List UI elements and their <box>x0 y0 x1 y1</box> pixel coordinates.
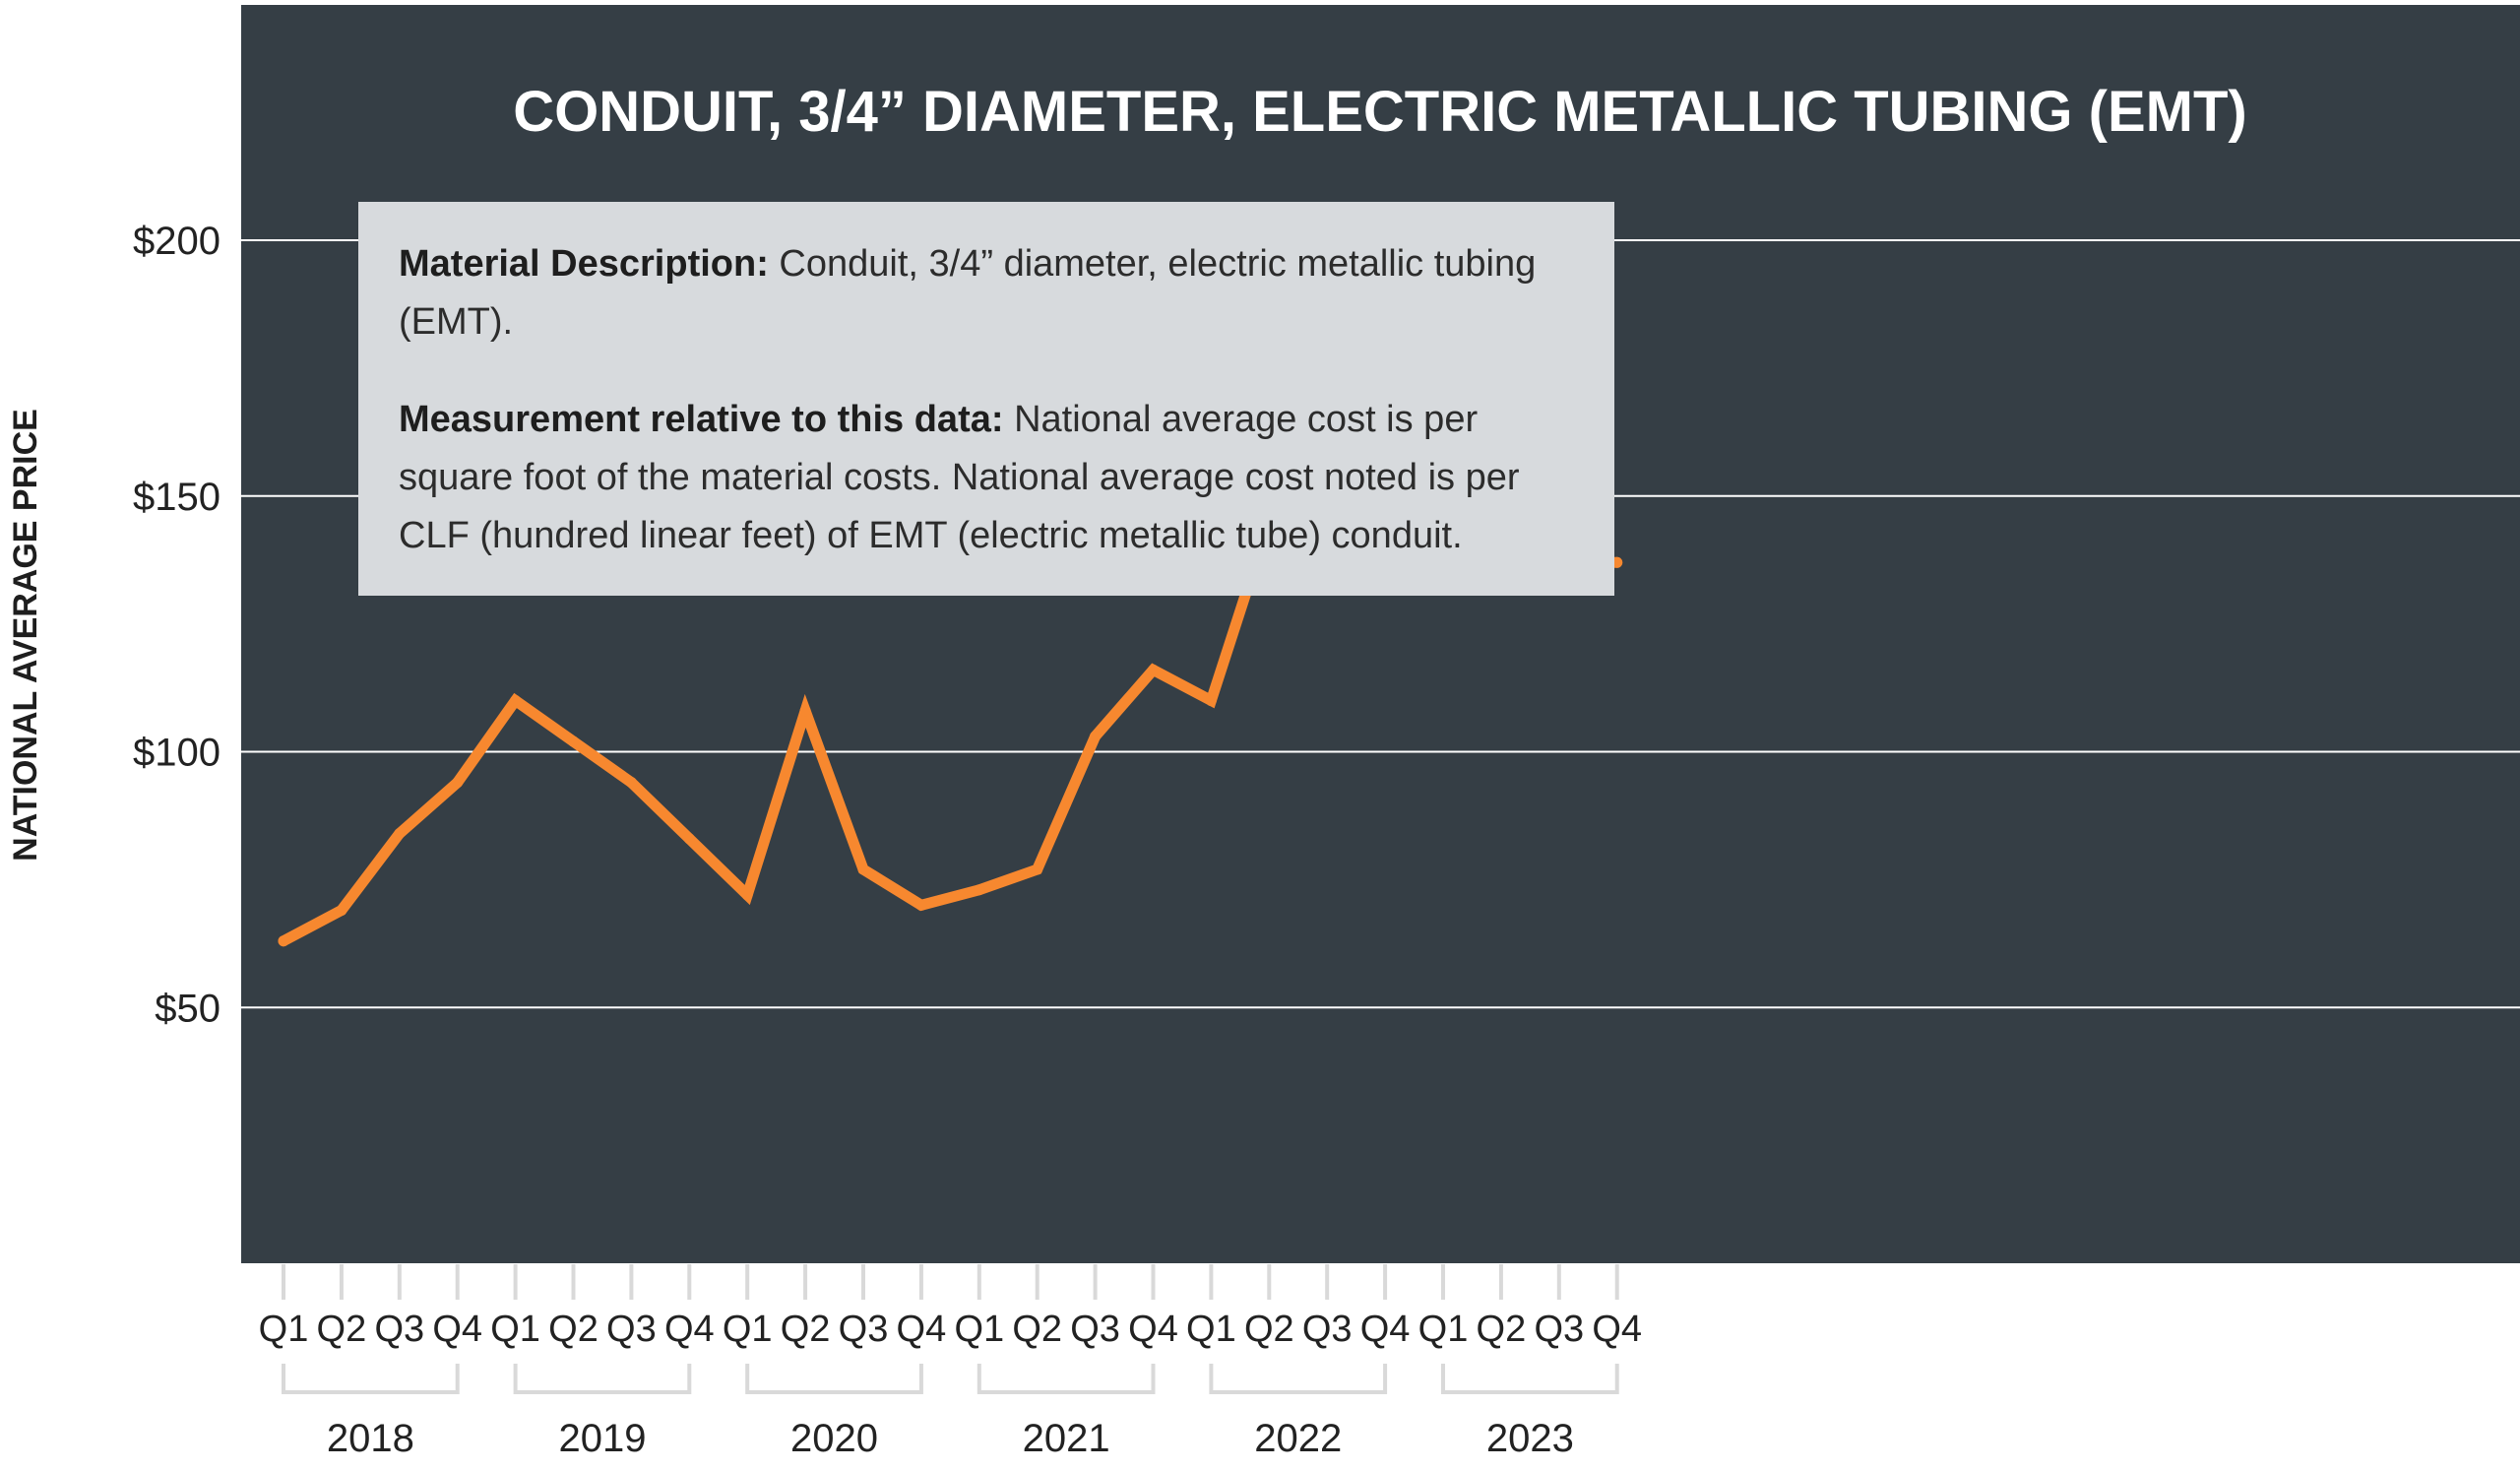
material-description-label: Material Description: <box>399 243 769 285</box>
data-point <box>278 935 289 947</box>
data-point <box>568 736 579 747</box>
year-label: 2020 <box>790 1417 878 1460</box>
x-tick-label: Q1 <box>954 1309 1004 1350</box>
data-point <box>915 899 927 911</box>
x-tick-label: Q1 <box>1186 1309 1236 1350</box>
year-label: 2019 <box>558 1417 646 1460</box>
y-tick-label: $50 <box>155 987 220 1030</box>
data-point <box>1148 664 1159 675</box>
plot-background <box>241 5 2520 1263</box>
data-point <box>336 905 347 917</box>
year-bracket <box>1441 1364 1619 1394</box>
year-label: 2022 <box>1254 1417 1342 1460</box>
x-tick-label: Q4 <box>1592 1309 1642 1350</box>
x-tick-label: Q2 <box>1012 1309 1062 1350</box>
data-point <box>1205 695 1217 707</box>
y-tick-label: $150 <box>133 476 220 519</box>
x-tick-label: Q3 <box>1070 1309 1120 1350</box>
x-tick-label: Q2 <box>781 1309 831 1350</box>
x-tick-label: Q1 <box>490 1309 540 1350</box>
x-tick-label: Q2 <box>317 1309 367 1350</box>
x-tick-label: Q4 <box>432 1309 482 1350</box>
measurement-text: National average cost is per square foot… <box>399 399 1520 556</box>
x-tick-label: Q3 <box>1302 1309 1353 1350</box>
data-point <box>799 705 811 717</box>
data-point <box>857 863 869 875</box>
x-tick-label: Q1 <box>723 1309 773 1350</box>
x-tick-label: Q2 <box>1477 1309 1527 1350</box>
data-point <box>452 777 464 789</box>
year-label: 2021 <box>1023 1417 1110 1460</box>
y-tick-label: $200 <box>133 220 220 263</box>
data-point <box>1090 731 1102 742</box>
x-tick-label: Q1 <box>1418 1309 1469 1350</box>
measurement-note: Measurement relative to this data: Natio… <box>399 391 1575 565</box>
year-label: 2023 <box>1486 1417 1574 1460</box>
material-description-text: Conduit, 3/4” diameter, electric metalli… <box>399 243 1537 343</box>
data-point <box>683 833 695 845</box>
x-tick-label: Q4 <box>897 1309 947 1350</box>
x-tick-label: Q3 <box>606 1309 657 1350</box>
data-point <box>974 884 985 896</box>
material-description: Material Description: Conduit, 3/4” diam… <box>399 235 1575 352</box>
year-label: 2018 <box>327 1417 414 1460</box>
year-bracket <box>745 1364 923 1394</box>
year-bracket <box>282 1364 460 1394</box>
year-bracket <box>1209 1364 1388 1394</box>
chart-title: CONDUIT, 3/4” DIAMETER, ELECTRIC METALLI… <box>513 80 2246 144</box>
x-tick-label: Q4 <box>664 1309 715 1350</box>
year-bracket <box>513 1364 692 1394</box>
info-box: Material Description: Conduit, 3/4” diam… <box>358 202 1614 596</box>
x-tick-label: Q4 <box>1360 1309 1411 1350</box>
x-tick-label: Q2 <box>548 1309 598 1350</box>
data-point <box>625 777 637 789</box>
y-tick-label: $100 <box>133 732 220 775</box>
data-point <box>394 828 406 840</box>
x-tick-label: Q3 <box>1534 1309 1584 1350</box>
y-tick-labels: $50 $100 $150 $200 <box>133 220 220 1030</box>
x-tick-label: Q2 <box>1244 1309 1294 1350</box>
x-tick-label: Q4 <box>1128 1309 1178 1350</box>
data-point <box>1032 863 1043 875</box>
x-tick-label: Q3 <box>374 1309 424 1350</box>
x-axis: Q1 Q2 Q3 Q4 Q1 Q2 Q3 Q4 Q1 Q2 Q3 Q4 Q1 Q2 Q3 Q4 Q1 Q2 Q3 Q4… <box>259 1264 1642 1460</box>
data-point <box>510 695 522 707</box>
data-point <box>741 889 753 901</box>
year-bracket <box>976 1364 1156 1394</box>
measurement-label: Measurement relative to this data: <box>399 399 1004 440</box>
x-tick-label: Q3 <box>839 1309 889 1350</box>
y-axis-label: NATIONAL AVERAGE PRICE <box>7 409 44 862</box>
x-tick-label: Q1 <box>259 1309 309 1350</box>
